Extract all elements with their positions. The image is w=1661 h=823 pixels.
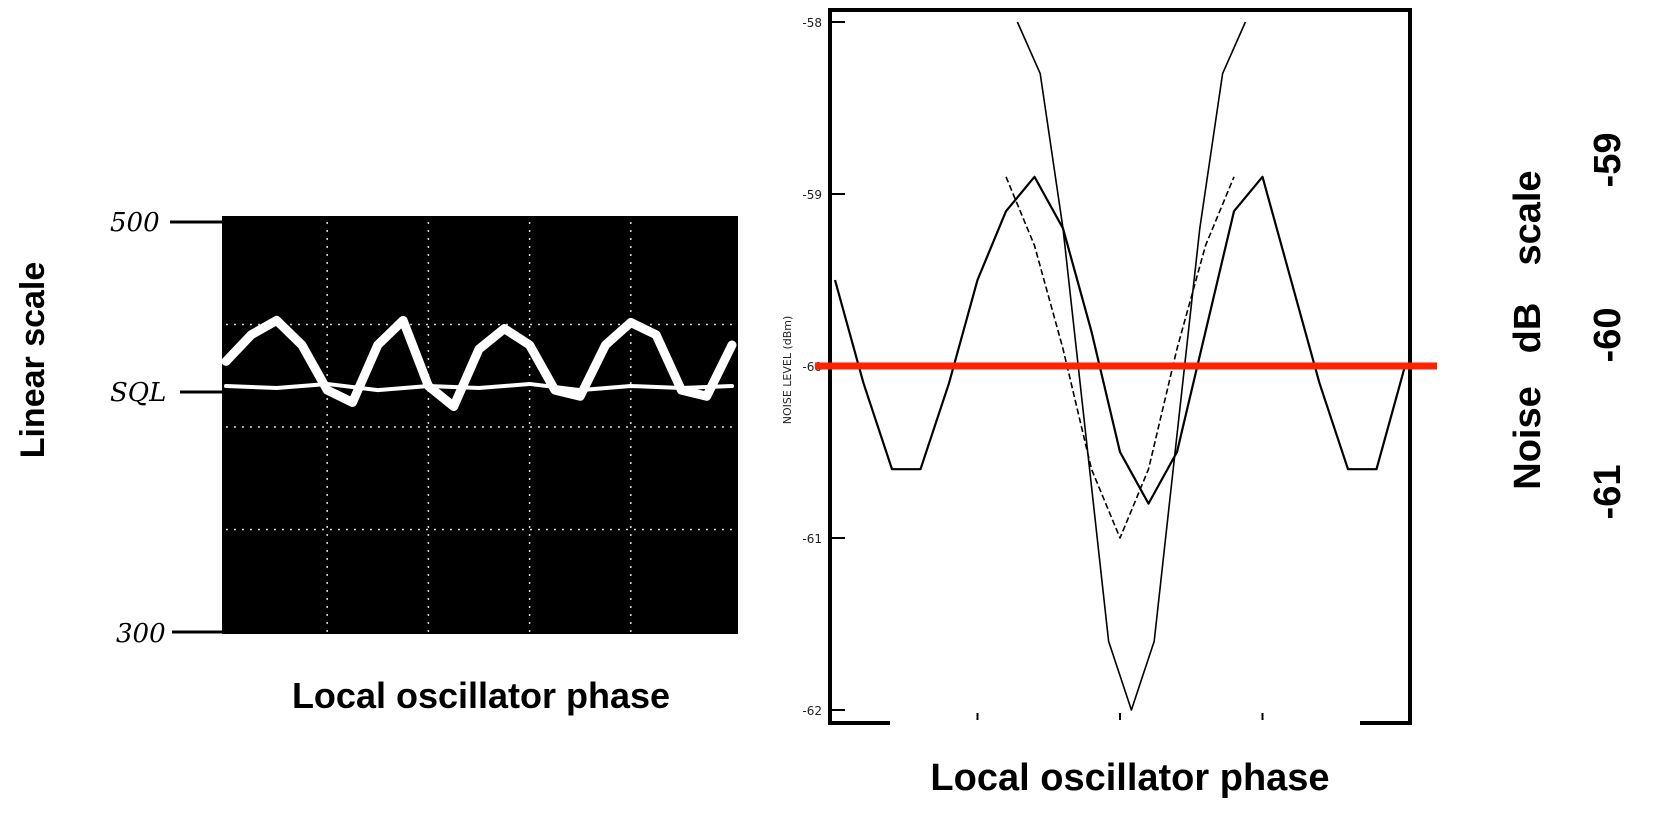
tick-label-500: 500	[110, 208, 160, 238]
right-panel: -58-59-60-61-62 NOISE LEVEL (dBm) Local …	[781, 8, 1437, 823]
side-tick-minus-59: -59	[1587, 133, 1629, 188]
left-series-sql-trace	[224, 381, 734, 393]
xlabel-backdrop	[890, 720, 1360, 823]
right-y-axis-label: NOISE LEVEL (dBm)	[781, 316, 794, 425]
side-tick-minus-60: -60	[1587, 308, 1629, 363]
side-label-scale: scale	[1507, 170, 1549, 265]
right-series-corrected-curve	[1005, 176, 1235, 539]
side-label-noise: Noise	[1507, 386, 1549, 489]
right-series-measured-noise	[833, 175, 1407, 505]
right-y-tick-label: -58	[802, 16, 822, 30]
tick-label-300: 300	[116, 619, 166, 649]
right-y-tick-label: -61	[802, 532, 822, 546]
left-series-quadrature-trace	[221, 315, 737, 411]
right-series-theory-curve	[1016, 21, 1247, 711]
left-panel: 500 SQL 300 Linear scale Local oscillato…	[14, 208, 738, 716]
right-y-tick-label: -59	[802, 188, 822, 202]
right-y-tick-label: -62	[802, 704, 822, 718]
right-series-group	[833, 21, 1407, 711]
noise-db-scale-label: Noise dB scale -59 -60 -61	[1507, 133, 1629, 520]
left-series-group	[221, 315, 737, 411]
left-y-axis-label: Linear scale	[14, 262, 52, 459]
side-label-db: dB	[1507, 303, 1549, 354]
tick-label-sql: SQL	[110, 378, 166, 408]
right-x-axis-label: Local oscillator phase	[930, 757, 1329, 799]
side-tick-minus-61: -61	[1587, 465, 1629, 520]
left-x-axis-label: Local oscillator phase	[292, 675, 670, 716]
oscilloscope-screen	[222, 216, 738, 634]
left-tick-marks	[170, 220, 225, 634]
